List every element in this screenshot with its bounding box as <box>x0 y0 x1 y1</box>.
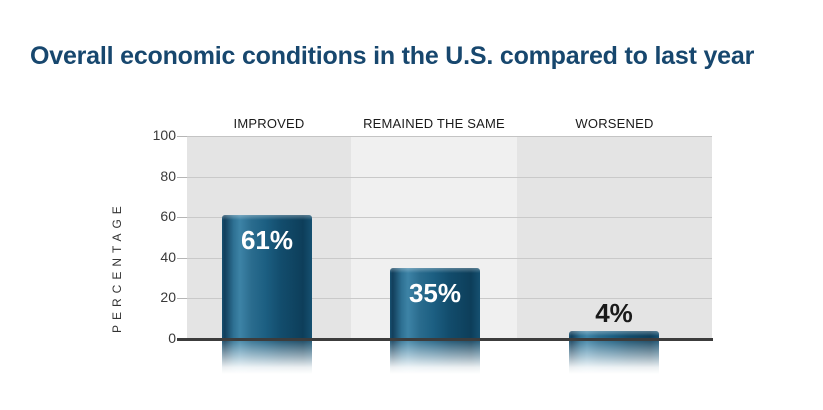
bar-reflection <box>569 341 659 374</box>
bar <box>390 267 480 339</box>
y-tick-label: 60 <box>160 208 176 225</box>
bar-reflection <box>222 341 312 374</box>
tick-mark <box>177 257 187 259</box>
tick-mark <box>177 217 187 219</box>
bar <box>222 215 312 339</box>
column-header: REMAINED THE SAME <box>363 116 505 131</box>
y-axis-title: PERCENTAGE <box>110 201 124 333</box>
bar <box>569 330 659 339</box>
gridline <box>187 176 712 178</box>
bar-value-label: 35% <box>408 277 462 308</box>
y-tick-label: 20 <box>160 289 176 306</box>
y-tick-label: 80 <box>160 167 176 184</box>
tick-mark <box>177 298 187 300</box>
y-tick-label: 40 <box>160 248 176 265</box>
gridline <box>187 217 712 219</box>
category-panel <box>517 136 712 339</box>
tick-mark <box>177 176 187 178</box>
y-tick-label: 100 <box>152 127 176 143</box>
column-header: IMPROVED <box>233 116 305 131</box>
column-header: WORSENED <box>575 116 654 131</box>
x-axis-baseline <box>177 338 713 341</box>
y-tick-label: 0 <box>168 330 176 346</box>
bar-value-label: 61% <box>240 225 294 256</box>
bar-value-label: 4% <box>595 297 633 328</box>
bar-reflection <box>390 341 480 374</box>
gridline <box>187 257 712 259</box>
chart-title: Overall economic conditions in the U.S. … <box>30 42 755 70</box>
tick-mark <box>177 136 187 137</box>
